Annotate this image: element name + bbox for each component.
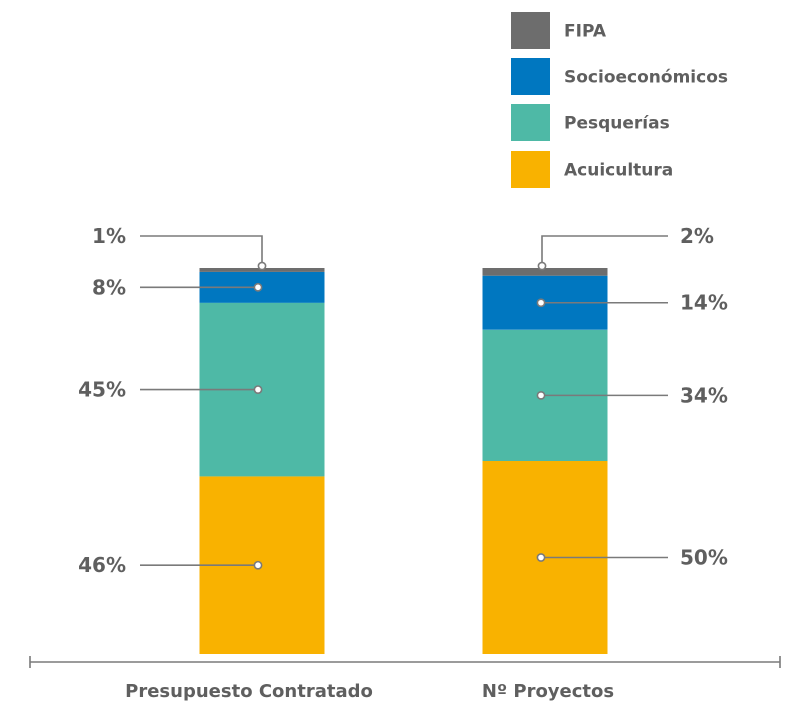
data-label: 45% xyxy=(78,378,126,402)
x-category-label: Presupuesto Contratado xyxy=(125,681,373,702)
leader-dot xyxy=(536,553,546,562)
leader-dot xyxy=(537,261,547,271)
x-axis: Presupuesto Contratado Nº Proyectos xyxy=(29,656,781,702)
data-label: 34% xyxy=(680,383,728,407)
legend-swatch xyxy=(511,151,550,188)
legend-label: Socioeconómicos xyxy=(564,68,728,88)
legend-label: FIPA xyxy=(564,22,607,42)
data-label: 14% xyxy=(680,291,728,315)
legend-label: Acuicultura xyxy=(564,161,673,181)
leader-dot xyxy=(257,261,267,271)
leader-dot xyxy=(536,390,546,400)
leader-dot xyxy=(253,560,263,570)
data-label: 1% xyxy=(92,224,126,248)
legend: FIPA Socioeconómicos Pesquerías Acuicultura xyxy=(511,12,728,188)
data-label: 50% xyxy=(680,546,728,570)
bars xyxy=(199,268,608,654)
leader-dot xyxy=(536,298,546,308)
legend-label: Pesquerías xyxy=(564,114,670,134)
leader-line xyxy=(140,235,263,266)
leader-line xyxy=(541,235,668,266)
leader-dot xyxy=(253,385,263,394)
data-label: 46% xyxy=(78,553,126,577)
bar-segment xyxy=(482,268,608,276)
legend-swatch xyxy=(511,12,550,49)
leader-dot xyxy=(253,282,263,292)
legend-swatch xyxy=(511,104,550,141)
x-category-label: Nº Proyectos xyxy=(482,681,614,702)
data-label-leaders: 46% 45% 8% 1% 50% 34% 14% 2% xyxy=(78,224,728,577)
legend-swatch xyxy=(511,58,550,95)
data-label: 2% xyxy=(680,224,714,248)
data-label: 8% xyxy=(92,275,126,299)
